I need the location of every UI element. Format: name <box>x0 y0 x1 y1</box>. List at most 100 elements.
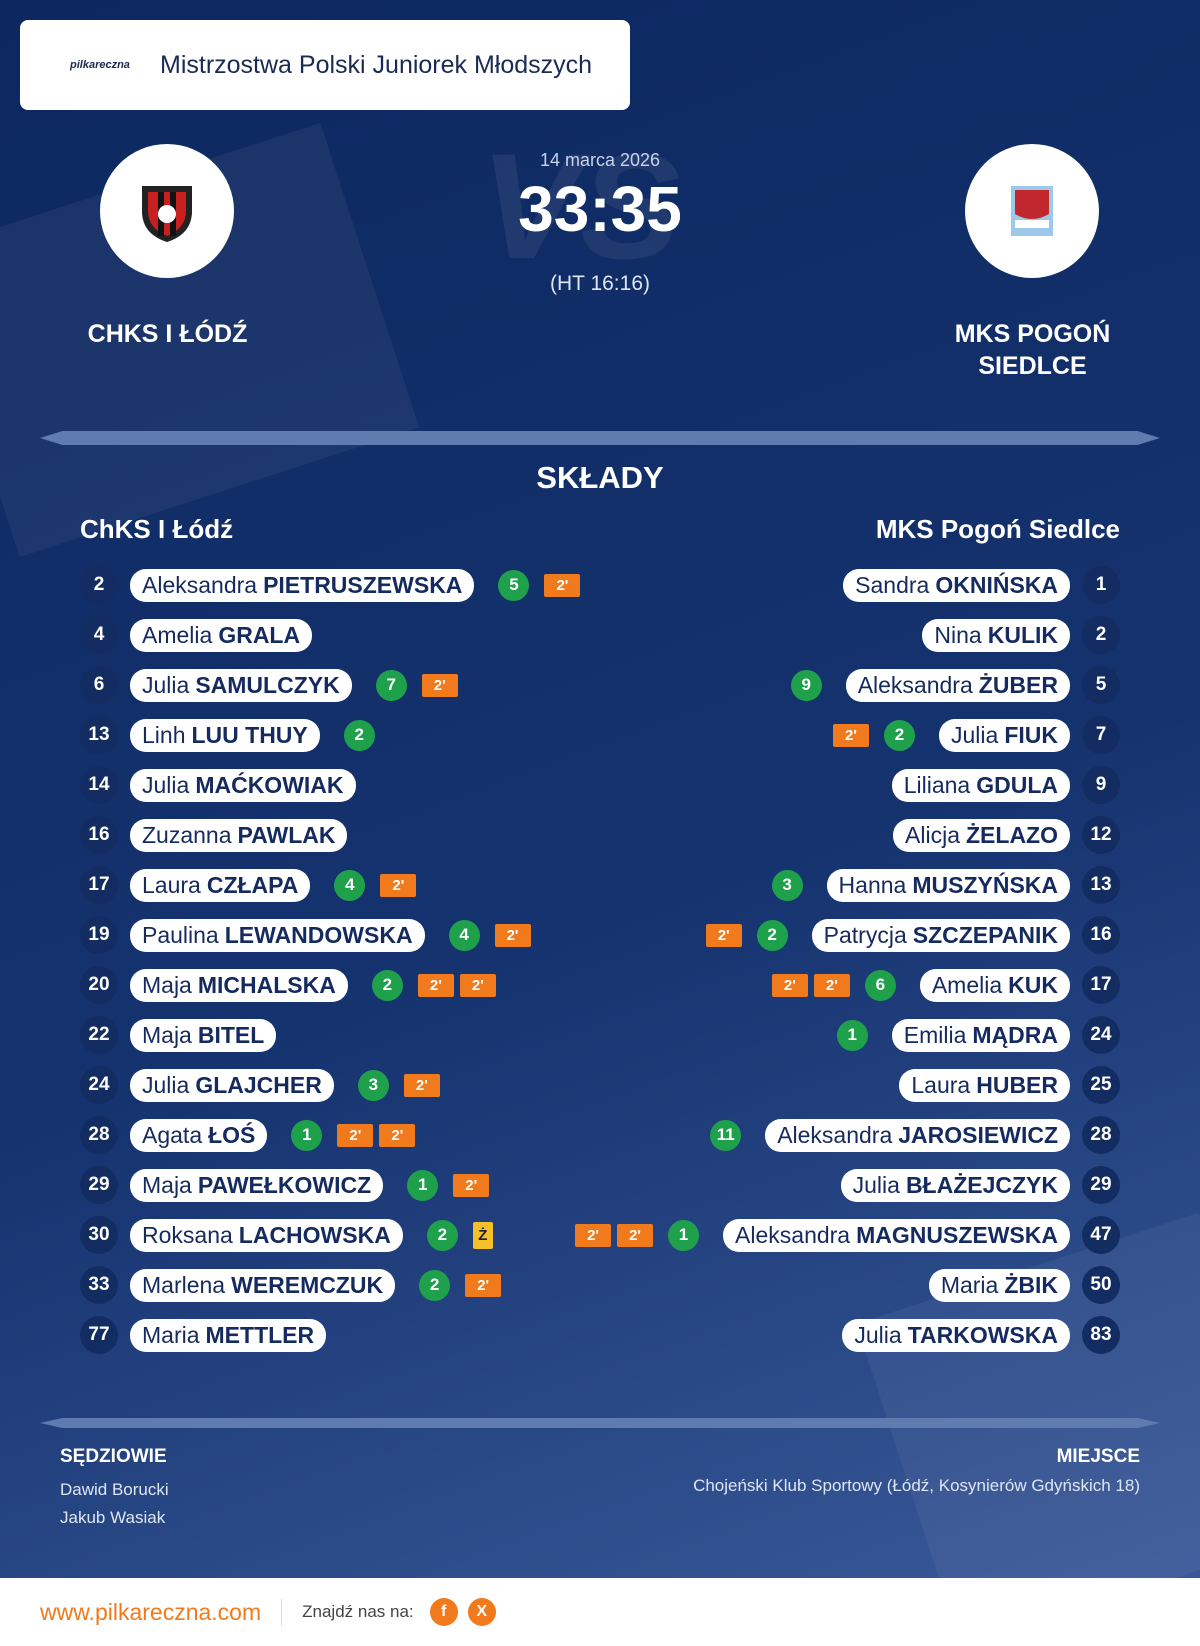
shirt-number: 1 <box>1082 566 1120 604</box>
website[interactable]: www.pilkareczna.com <box>40 1598 283 1626</box>
goals: 9 <box>790 669 822 701</box>
player-row: 24 Julia GLAJCHER 3 2' <box>80 1060 640 1110</box>
shirt-number: 28 <box>1082 1116 1120 1154</box>
social-icon[interactable]: X <box>467 1598 496 1626</box>
suspension: 2' <box>544 573 581 597</box>
last-name: GDULA <box>976 771 1058 798</box>
player-name: Laura CZŁAPA <box>130 868 311 902</box>
first-name: Julia <box>852 1171 900 1198</box>
first-name: Julia <box>142 771 190 798</box>
goals: 4 <box>448 919 480 951</box>
goals: 3 <box>357 1069 389 1101</box>
shirt-number: 16 <box>80 816 118 854</box>
last-name: ŻUBER <box>978 671 1058 698</box>
suspension: 2' <box>380 873 417 897</box>
last-name: PAWEŁKOWICZ <box>197 1171 372 1198</box>
player-row: 50 Maria ŻBIK <box>560 1260 1120 1310</box>
last-name: MAĆKOWIAK <box>195 771 344 798</box>
last-name: MĄDRA <box>972 1021 1058 1048</box>
first-name: Maja <box>142 971 192 998</box>
halftime-score: (HT 16:16) <box>550 272 650 295</box>
divider <box>40 431 1160 445</box>
home-lineup: 2 Aleksandra PIETRUSZEWSKA 5 2' 4 Amelia GRALA 6… <box>80 560 640 1360</box>
player-name: Hanna MUSZYŃSKA <box>826 868 1070 902</box>
player-row: 28 Aleksandra JAROSIEWICZ 11 <box>560 1110 1120 1160</box>
player-name: Amelia GRALA <box>130 618 313 652</box>
first-name: Liliana <box>903 771 971 798</box>
first-name: Laura <box>911 1071 971 1098</box>
first-name: Julia <box>142 671 190 698</box>
first-name: Roksana <box>142 1221 233 1248</box>
follow-label: Znajdź nas na: <box>302 1602 414 1621</box>
shirt-number: 77 <box>80 1316 118 1354</box>
shirt-number: 83 <box>1082 1316 1120 1354</box>
shirt-number: 4 <box>80 616 118 654</box>
shirt-number: 25 <box>1082 1066 1120 1104</box>
first-name: Patrycja <box>823 921 907 948</box>
first-name: Julia <box>951 721 999 748</box>
referees: Dawid Borucki Jakub Wasiak <box>60 1476 169 1532</box>
player-row: 28 Agata ŁOŚ 1 2' 2' <box>80 1110 640 1160</box>
last-name: MAGNUSZEWSKA <box>856 1221 1058 1248</box>
first-name: Marlena <box>142 1271 226 1298</box>
shirt-number: 7 <box>1082 716 1120 754</box>
suspension: 2' <box>617 1223 654 1247</box>
player-name: Julia GLAJCHER <box>130 1068 334 1102</box>
first-name: Nina <box>934 621 982 648</box>
first-name: Aleksandra <box>777 1121 893 1148</box>
last-name: GRALA <box>218 621 301 648</box>
first-name: Agata <box>142 1121 203 1148</box>
suspension: 2' <box>575 1223 612 1247</box>
shirt-number: 16 <box>1082 916 1120 954</box>
suspension: 2' <box>403 1073 440 1097</box>
first-name: Julia <box>854 1321 902 1348</box>
social-icon[interactable]: f <box>429 1598 458 1626</box>
player-name: Marlena WEREMCZUK <box>130 1268 396 1302</box>
goals: 2 <box>756 919 788 951</box>
last-name: FIUK <box>1004 721 1058 748</box>
player-name: Agata ŁOŚ <box>130 1118 268 1152</box>
last-name: OKNIŃSKA <box>935 571 1058 598</box>
player-name: Alicja ŻELAZO <box>893 818 1070 852</box>
section-title: SKŁADY <box>536 460 664 495</box>
suspension: 2' <box>465 1273 502 1297</box>
first-name: Aleksandra <box>735 1221 851 1248</box>
first-name: Maja <box>142 1171 192 1198</box>
shirt-number: 20 <box>80 966 118 1004</box>
goals: 2 <box>371 969 403 1001</box>
first-name: Alicja <box>905 821 960 848</box>
player-name: Maja MICHALSKA <box>130 968 348 1002</box>
suspension: 2' <box>453 1173 490 1197</box>
shirt-number: 17 <box>80 866 118 904</box>
shirt-number: 24 <box>80 1066 118 1104</box>
player-row: 17 Laura CZŁAPA 4 2' <box>80 860 640 910</box>
first-name: Paulina <box>142 921 219 948</box>
yellow-card: Ż <box>472 1221 493 1249</box>
last-name: WEREMCZUK <box>231 1271 384 1298</box>
last-name: BITEL <box>197 1021 265 1048</box>
first-name: Julia <box>142 1071 190 1098</box>
shirt-number: 24 <box>1082 1016 1120 1054</box>
shirt-number: 13 <box>1082 866 1120 904</box>
player-row: 9 Liliana GDULA <box>560 760 1120 810</box>
player-row: 47 Aleksandra MAGNUSZEWSKA 1 2' 2' <box>560 1210 1120 1260</box>
home-team: CHKS I ŁÓDŹ <box>87 320 248 348</box>
shirt-number: 14 <box>80 766 118 804</box>
goals: 11 <box>710 1119 742 1151</box>
shirt-number: 28 <box>80 1116 118 1154</box>
last-name: ŻELAZO <box>966 821 1058 848</box>
last-name: ŻBIK <box>1004 1271 1058 1298</box>
referee: Dawid Borucki <box>60 1480 169 1499</box>
last-name: METTLER <box>205 1321 315 1348</box>
away-lineup: 1 Sandra OKNIŃSKA 2 Nina KULIK 5 Aleksandra ŻUBE… <box>560 560 1120 1360</box>
player-row: 24 Emilia MĄDRA 1 <box>560 1010 1120 1060</box>
home-lineup-title: ChKS I Łódź <box>80 514 234 544</box>
player-row: 25 Laura HUBER <box>560 1060 1120 1110</box>
player-row: 16 Zuzanna PAWLAK <box>80 810 640 860</box>
first-name: Maja <box>142 1021 192 1048</box>
last-name: ŁOŚ <box>208 1121 256 1148</box>
last-name: PIETRUSZEWSKA <box>263 571 463 598</box>
competition-title: Mistrzostwa Polski Juniorek Młodszych <box>160 50 593 79</box>
